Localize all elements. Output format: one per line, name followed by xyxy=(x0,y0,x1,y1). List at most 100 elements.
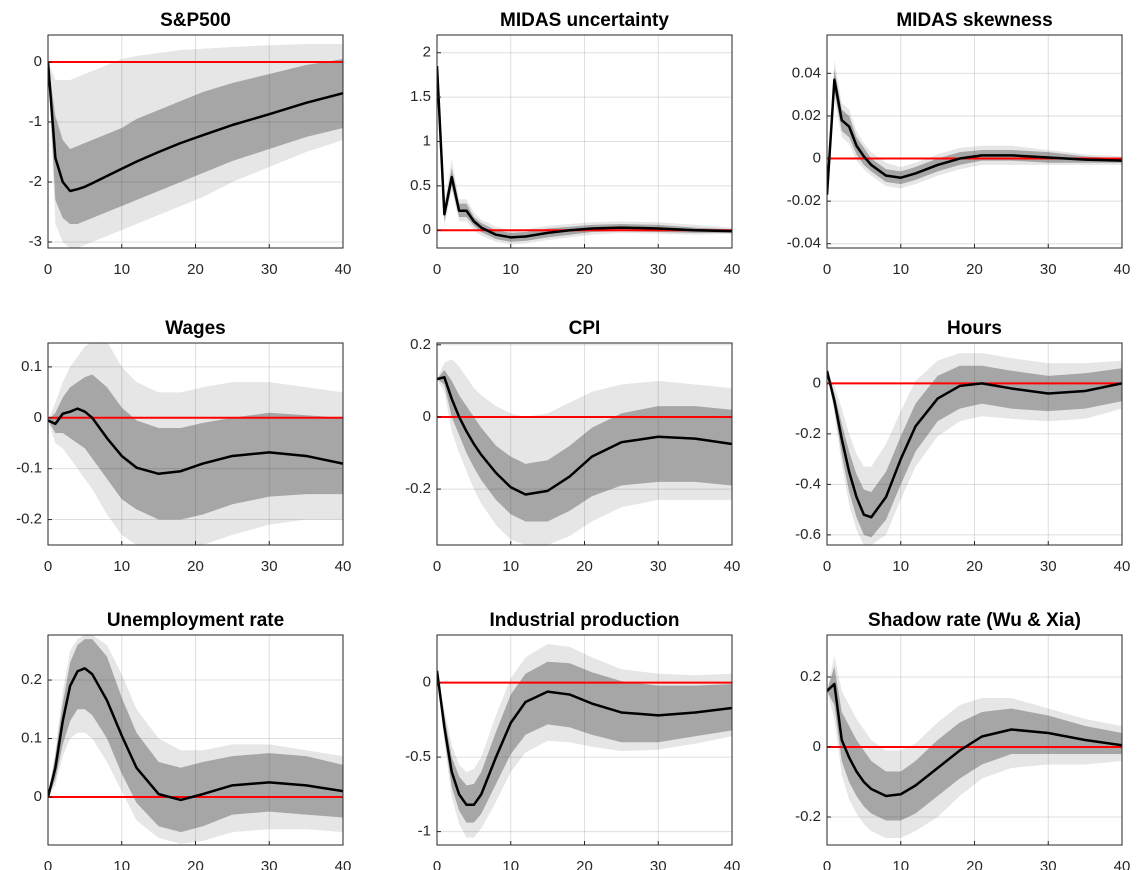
x-tick-label: 30 xyxy=(261,858,278,870)
x-tick-label: 20 xyxy=(966,261,983,278)
subplot: 0 10 20 30 40 -0.2 -0.1 0 0.1 Wages xyxy=(16,318,351,575)
y-tick-label: -0.04 xyxy=(787,235,821,252)
subplot: 0 10 20 30 40 0 0.5 1 1.5 2 MIDAS uncertainty xyxy=(410,10,740,278)
plot-content xyxy=(437,35,732,248)
plot-content xyxy=(827,35,1122,248)
plot-area xyxy=(437,35,732,248)
response-line xyxy=(827,370,1122,519)
chart-title: Shadow rate (Wu & Xia) xyxy=(868,610,1081,631)
x-tick-label: 30 xyxy=(650,858,667,870)
x-tick-label: 30 xyxy=(1040,261,1057,278)
chart-title: MIDAS uncertainty xyxy=(500,10,669,31)
confidence-band xyxy=(437,66,732,245)
confidence-band xyxy=(48,639,343,833)
x-tick-label: 30 xyxy=(650,558,667,575)
y-tick-label: 0 xyxy=(34,53,42,70)
y-tick-label: 0.2 xyxy=(21,671,42,688)
x-tick-label: 40 xyxy=(724,261,741,278)
chart-title: Unemployment rate xyxy=(107,610,284,631)
y-tick-label: -0.6 xyxy=(795,526,821,543)
subplot: 0 10 20 30 40 -0.6 -0.4 -0.2 0 Hours xyxy=(795,318,1130,575)
x-tick-label: 40 xyxy=(1114,558,1131,575)
y-tick-label: 0.04 xyxy=(792,64,821,81)
y-tick-label: 0.1 xyxy=(21,730,42,747)
y-tick-label: 0.5 xyxy=(410,177,431,194)
subplot: 0 10 20 30 40 -0.04 -0.02 0 0.02 0.04 MIDAS skewne… xyxy=(787,10,1131,278)
y-tick-label: 0 xyxy=(813,374,821,391)
response-line xyxy=(437,670,732,807)
plot-content xyxy=(827,343,1122,545)
x-tick-label: 40 xyxy=(1114,858,1131,870)
y-tick-label: -1 xyxy=(418,823,431,840)
x-tick-label: 10 xyxy=(502,261,519,278)
response-line xyxy=(827,78,1122,195)
y-tick-label: -0.4 xyxy=(795,475,821,492)
x-tick-label: 20 xyxy=(966,558,983,575)
y-tick-label: 0 xyxy=(34,788,42,805)
y-tick-label: 0 xyxy=(813,738,821,755)
x-tick-label: 10 xyxy=(892,558,909,575)
x-tick-label: 0 xyxy=(44,858,52,870)
x-tick-label: 0 xyxy=(823,858,831,870)
subplot: 0 10 20 30 40 -1 -0.5 0 Industrial production xyxy=(405,610,740,870)
y-tick-label: 0.2 xyxy=(410,336,431,353)
y-tick-label: 0 xyxy=(34,409,42,426)
y-tick-label: -1 xyxy=(29,113,42,130)
chart-title: MIDAS skewness xyxy=(896,10,1052,31)
confidence-band xyxy=(827,365,1122,538)
y-tick-label: -0.5 xyxy=(405,748,431,765)
subplot: 0 10 20 30 40 0 0.1 0.2 Unemployment rate xyxy=(21,610,351,870)
x-tick-label: 30 xyxy=(1040,858,1057,870)
x-tick-label: 20 xyxy=(576,558,593,575)
y-tick-label: -0.1 xyxy=(16,460,42,477)
subplot: 0 10 20 30 40 -0.2 0 0.2 CPI xyxy=(405,318,740,575)
y-tick-label: -0.02 xyxy=(787,192,821,209)
x-tick-label: 40 xyxy=(724,558,741,575)
x-tick-label: 40 xyxy=(1114,261,1131,278)
response-line xyxy=(437,65,732,239)
confidence-band xyxy=(48,374,343,520)
confidence-band xyxy=(437,370,732,522)
x-tick-label: 40 xyxy=(335,261,352,278)
x-tick-label: 30 xyxy=(650,261,667,278)
y-tick-label: 0.02 xyxy=(792,107,821,124)
subplot: 0 10 20 30 40 -0.2 0 0.2 Shadow rate (Wu & Xia) xyxy=(795,610,1130,870)
y-tick-label: 0 xyxy=(423,408,431,425)
x-tick-label: 0 xyxy=(823,261,831,278)
y-tick-label: 1 xyxy=(423,132,431,149)
x-tick-label: 0 xyxy=(823,558,831,575)
x-tick-label: 10 xyxy=(113,558,130,575)
x-tick-label: 20 xyxy=(187,558,204,575)
y-tick-label: 0 xyxy=(423,221,431,238)
chart-title: Hours xyxy=(947,318,1002,339)
y-tick-label: -2 xyxy=(29,173,42,190)
response-line xyxy=(48,61,343,193)
x-tick-label: 20 xyxy=(187,261,204,278)
plot-content xyxy=(437,343,732,545)
subplot: 0 10 20 30 40 -3 -2 -1 0 S&P500 xyxy=(29,10,352,278)
y-tick-label: -0.2 xyxy=(16,511,42,528)
x-tick-label: 10 xyxy=(113,858,130,870)
y-tick-label: -0.2 xyxy=(795,808,821,825)
confidence-band xyxy=(827,666,1122,821)
x-tick-label: 0 xyxy=(44,261,52,278)
confidence-band xyxy=(437,661,732,823)
x-tick-label: 20 xyxy=(576,858,593,870)
x-tick-label: 20 xyxy=(576,261,593,278)
response-line xyxy=(48,667,343,802)
chart-title: CPI xyxy=(569,318,601,339)
response-line xyxy=(827,682,1122,798)
x-tick-label: 10 xyxy=(502,858,519,870)
y-tick-label: -3 xyxy=(29,233,42,250)
y-tick-label: 0.2 xyxy=(800,668,821,685)
y-tick-label: -0.2 xyxy=(795,425,821,442)
plot-area xyxy=(827,35,1122,248)
x-tick-label: 0 xyxy=(433,261,441,278)
y-tick-label: -0.2 xyxy=(405,480,431,497)
y-tick-label: 0 xyxy=(813,150,821,167)
x-tick-label: 30 xyxy=(261,558,278,575)
x-tick-label: 20 xyxy=(187,858,204,870)
x-tick-label: 10 xyxy=(502,558,519,575)
